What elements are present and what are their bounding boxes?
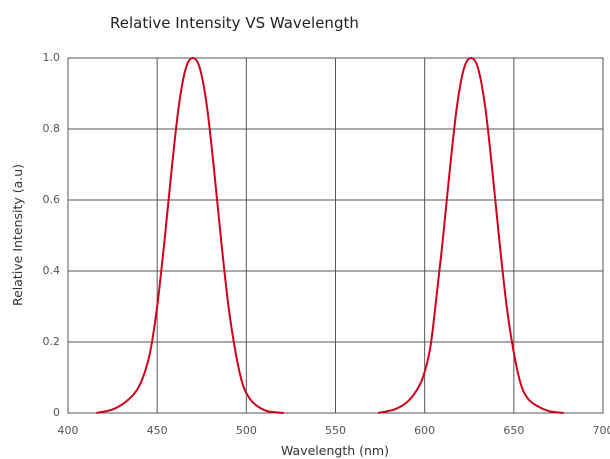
x-tick-label: 450 (147, 424, 168, 437)
y-tick-label: 1.0 (43, 51, 61, 64)
y-tick-label: 0 (53, 406, 60, 419)
x-tick-label: 400 (58, 424, 79, 437)
x-axis-label: Wavelength (nm) (281, 443, 389, 458)
chart-title: Relative Intensity VS Wavelength (110, 14, 359, 32)
y-tick-label: 0.4 (43, 264, 61, 277)
y-tick-label: 0.8 (43, 122, 61, 135)
y-tick-labels: 0 0.2 0.4 0.6 0.8 1.0 (43, 51, 61, 419)
spectrum-peak-line-2 (378, 57, 564, 414)
y-tick-label: 0.6 (43, 193, 61, 206)
x-tick-label: 600 (414, 424, 435, 437)
x-tick-label: 650 (503, 424, 524, 437)
plot-frame (67, 57, 604, 414)
x-tick-label: 700 (593, 424, 610, 437)
x-tick-labels: 400 450 500 550 600 650 700 (58, 424, 610, 437)
grid (68, 58, 603, 413)
spectrum-peak-line-1 (96, 57, 284, 414)
x-tick-label: 550 (325, 424, 346, 437)
y-tick-label: 0.2 (43, 335, 61, 348)
x-tick-label: 500 (236, 424, 257, 437)
series-group (96, 57, 564, 414)
y-axis-label: Relative Intensity (a.u) (10, 164, 25, 306)
